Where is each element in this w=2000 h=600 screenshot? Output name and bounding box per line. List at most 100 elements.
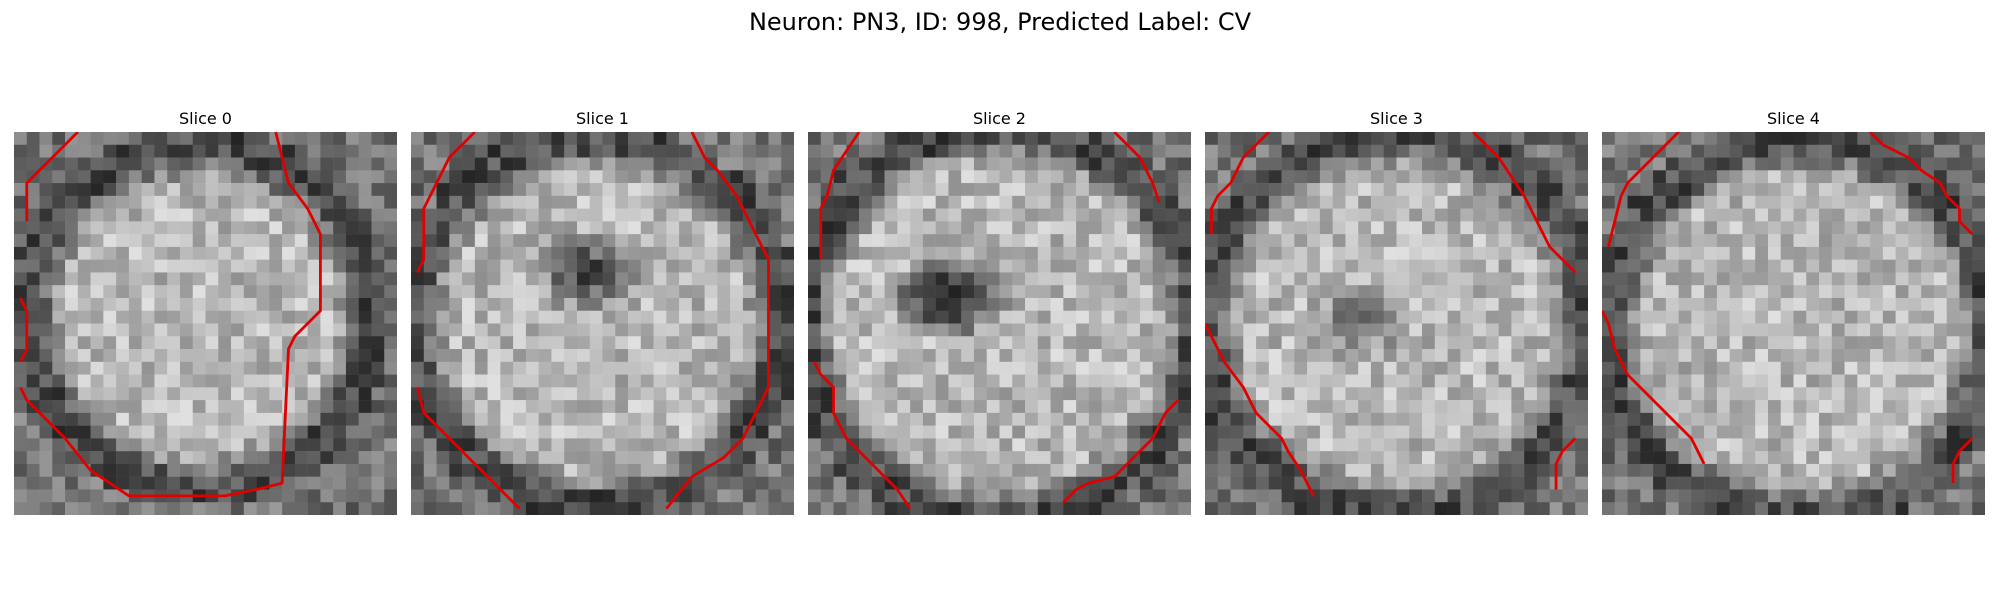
pixel — [218, 285, 232, 299]
pixel — [14, 463, 28, 477]
pixel — [808, 195, 822, 209]
pixel — [589, 195, 603, 209]
pixel — [65, 400, 79, 414]
pixel — [167, 374, 181, 388]
pixel — [999, 502, 1013, 515]
pixel — [1959, 297, 1973, 311]
pixel — [1895, 361, 1909, 375]
pixel — [1383, 502, 1397, 515]
pixel — [1447, 170, 1461, 184]
pixel — [1243, 297, 1257, 311]
pixel — [871, 170, 885, 184]
pixel — [1627, 425, 1641, 439]
pixel — [1870, 463, 1884, 477]
pixel — [371, 451, 385, 465]
pixel — [525, 144, 539, 158]
pixel — [961, 208, 975, 222]
pixel — [768, 451, 782, 465]
pixel — [897, 349, 911, 363]
contour-line — [19, 132, 322, 498]
pixel — [1933, 221, 1947, 235]
pixel — [1780, 412, 1794, 426]
pixel — [1653, 412, 1667, 426]
pixel — [1627, 463, 1641, 477]
pixel — [781, 336, 794, 350]
pixel — [679, 310, 693, 324]
pixel — [103, 349, 117, 363]
pixel — [525, 361, 539, 375]
pixel — [1243, 349, 1257, 363]
pixel — [730, 387, 744, 401]
pixel — [1422, 234, 1436, 248]
pixel — [513, 234, 527, 248]
pixel — [551, 361, 565, 375]
pixel — [525, 208, 539, 222]
pixel — [179, 374, 193, 388]
pixel — [1422, 310, 1436, 324]
pixel — [859, 195, 873, 209]
pixel — [1729, 463, 1743, 477]
pixel — [1870, 451, 1884, 465]
pixel — [1767, 361, 1781, 375]
pixel — [1806, 297, 1820, 311]
pixel — [1243, 310, 1257, 324]
pixel — [26, 489, 40, 503]
pixel — [1844, 170, 1858, 184]
pixel — [755, 323, 769, 337]
pixel — [1882, 183, 1896, 197]
pixel — [1447, 144, 1461, 158]
pixel — [1780, 285, 1794, 299]
pixel — [576, 361, 590, 375]
pixel — [1780, 234, 1794, 248]
pixel — [1819, 144, 1833, 158]
pixel — [1511, 400, 1525, 414]
pixel — [1780, 387, 1794, 401]
pixel — [282, 400, 296, 414]
pixel — [1933, 195, 1947, 209]
pixel — [730, 476, 744, 490]
pixel — [1383, 170, 1397, 184]
pixel — [755, 336, 769, 350]
pixel — [948, 183, 962, 197]
pixel — [551, 463, 565, 477]
pixel — [666, 208, 680, 222]
pixel — [307, 387, 321, 401]
pixel — [1933, 336, 1947, 350]
pixel — [423, 438, 437, 452]
pixel — [704, 361, 718, 375]
pixel — [39, 132, 53, 146]
pixel — [256, 144, 270, 158]
pixel — [500, 208, 514, 222]
pixel — [730, 412, 744, 426]
pixel — [1332, 349, 1346, 363]
pixel — [820, 387, 834, 401]
pixel — [243, 234, 257, 248]
pixel — [1882, 297, 1896, 311]
pixel — [1524, 272, 1538, 286]
pixel — [1602, 476, 1616, 490]
pixel — [808, 451, 822, 465]
pixel — [1946, 476, 1960, 490]
pixel — [1307, 310, 1321, 324]
pixel — [859, 208, 873, 222]
pixel — [1396, 361, 1410, 375]
pixel — [243, 170, 257, 184]
pixel — [1549, 221, 1563, 235]
pixel — [589, 157, 603, 171]
pixel — [679, 170, 693, 184]
pixel — [1281, 502, 1295, 515]
pixel — [576, 476, 590, 490]
pixel — [910, 170, 924, 184]
pixel — [1165, 361, 1179, 375]
pixel — [884, 361, 898, 375]
pixel — [1562, 489, 1576, 503]
pixel — [1243, 438, 1257, 452]
pixel — [487, 157, 501, 171]
pixel — [1434, 323, 1448, 337]
pixel — [26, 374, 40, 388]
pixel — [1882, 336, 1896, 350]
pixel — [14, 259, 28, 273]
pixel — [1895, 387, 1909, 401]
pixel — [1230, 297, 1244, 311]
pixel — [884, 374, 898, 388]
